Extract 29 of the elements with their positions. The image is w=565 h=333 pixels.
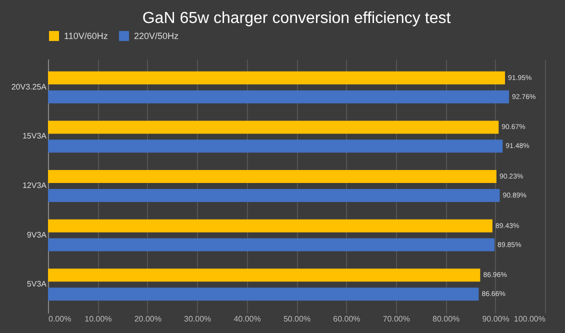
y-tick-label: 9V3A	[26, 230, 48, 240]
bar	[48, 288, 479, 301]
x-tick-label: 100.00%	[514, 314, 546, 324]
x-tick-label: 10.00%	[84, 314, 112, 324]
bar	[48, 120, 499, 134]
bar	[48, 219, 492, 232]
y-tick-label: 20V3.25A	[11, 82, 48, 92]
y-tick-label: 12V3A	[22, 181, 48, 190]
x-tick-label: 0.00%	[48, 314, 72, 324]
bar	[48, 140, 503, 153]
x-tick-label: 20.00%	[134, 314, 162, 324]
bar	[48, 90, 510, 104]
legend-label: 220V/50Hz	[134, 31, 180, 41]
x-tick-label: 80.00%	[432, 314, 460, 324]
x-tick-label: 30.00%	[184, 314, 212, 324]
bar	[48, 170, 496, 184]
y-tick-label: 5V3A	[26, 280, 48, 289]
bar	[48, 238, 495, 252]
x-tick-label: 70.00%	[382, 314, 410, 324]
bar	[48, 268, 480, 282]
x-tick-label: 90.00%	[482, 314, 510, 324]
x-tick-label: 60.00%	[333, 314, 360, 324]
bar	[48, 188, 500, 202]
x-tick-label: 50.00%	[283, 314, 311, 324]
x-tick-label: 40.00%	[234, 314, 261, 324]
y-tick-label: 15V3A	[22, 132, 48, 141]
bar	[48, 71, 505, 84]
chart-title: GaN 65w charger conversion efficiency test	[142, 10, 452, 27]
legend-label: 110V/60Hz	[64, 31, 108, 41]
